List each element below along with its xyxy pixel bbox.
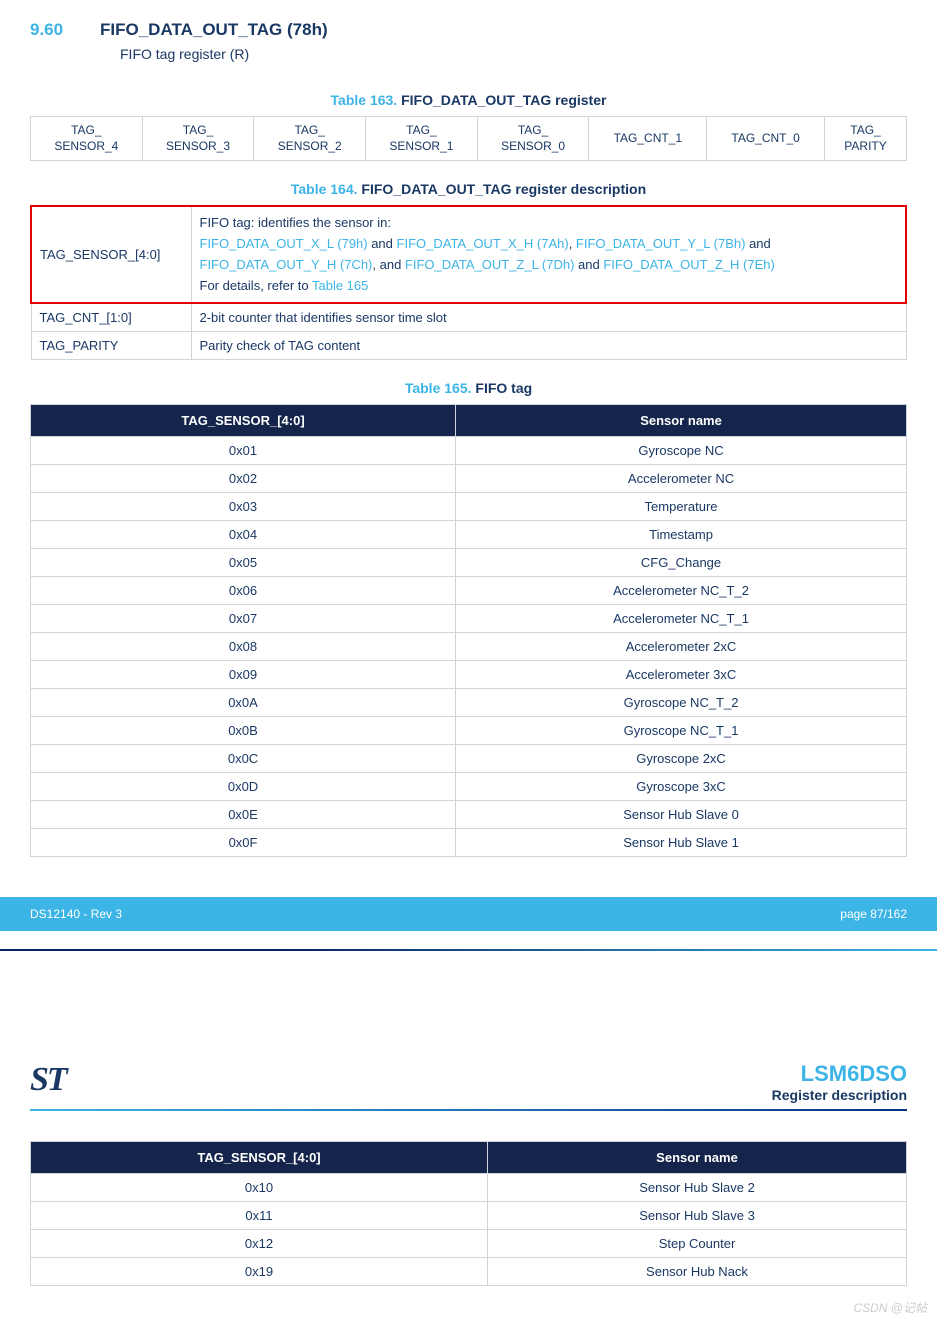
table165-caption: Table 165. FIFO tag bbox=[30, 380, 907, 396]
table163: TAG_SENSOR_4TAG_SENSOR_3TAG_SENSOR_2TAG_… bbox=[30, 116, 907, 161]
field-desc: FIFO tag: identifies the sensor in:FIFO_… bbox=[191, 206, 906, 303]
bit-cell: TAG_PARITY bbox=[825, 117, 907, 161]
table-title: FIFO_DATA_OUT_TAG register bbox=[401, 92, 606, 108]
table-cell: Sensor Hub Slave 2 bbox=[488, 1174, 907, 1202]
table-title: FIFO tag bbox=[475, 380, 532, 396]
table165-cont: TAG_SENSOR_[4:0] Sensor name 0x10Sensor … bbox=[30, 1141, 907, 1286]
table-cell: Sensor Hub Slave 0 bbox=[456, 801, 907, 829]
table-ref: Table 163. bbox=[331, 92, 398, 108]
table-cell: Sensor Hub Slave 3 bbox=[488, 1202, 907, 1230]
table165: TAG_SENSOR_[4:0] Sensor name 0x01Gyrosco… bbox=[30, 404, 907, 857]
bit-cell: TAG_SENSOR_2 bbox=[254, 117, 366, 161]
section-number: 9.60 bbox=[30, 20, 80, 40]
bit-cell: TAG_SENSOR_0 bbox=[477, 117, 589, 161]
table-cell: 0x0A bbox=[31, 689, 456, 717]
section-subtitle: FIFO tag register (R) bbox=[120, 46, 907, 62]
bit-cell: TAG_SENSOR_4 bbox=[31, 117, 143, 161]
col-header: Sensor name bbox=[488, 1142, 907, 1174]
table-cell: Accelerometer NC_T_1 bbox=[456, 605, 907, 633]
table-cell: 0x0D bbox=[31, 773, 456, 801]
table-cell: 0x12 bbox=[31, 1230, 488, 1258]
table-cell: Accelerometer 2xC bbox=[456, 633, 907, 661]
table-cell: Timestamp bbox=[456, 521, 907, 549]
col-header: Sensor name bbox=[456, 405, 907, 437]
table164: TAG_SENSOR_[4:0]FIFO tag: identifies the… bbox=[30, 205, 907, 360]
table-cell: 0x11 bbox=[31, 1202, 488, 1230]
table-cell: 0x05 bbox=[31, 549, 456, 577]
section-header: 9.60 FIFO_DATA_OUT_TAG (78h) bbox=[30, 20, 907, 40]
table-cell: Step Counter bbox=[488, 1230, 907, 1258]
table-title: FIFO_DATA_OUT_TAG register description bbox=[361, 181, 646, 197]
table-cell: 0x02 bbox=[31, 465, 456, 493]
doc-title: LSM6DSO bbox=[772, 1061, 907, 1087]
footer-doc-rev: DS12140 - Rev 3 bbox=[30, 907, 122, 921]
table-cell: 0x19 bbox=[31, 1258, 488, 1286]
table-cell: Gyroscope 2xC bbox=[456, 745, 907, 773]
table-cell: CFG_Change bbox=[456, 549, 907, 577]
watermark: CSDN @记帖 bbox=[853, 1299, 927, 1316]
table163-caption: Table 163. FIFO_DATA_OUT_TAG register bbox=[30, 92, 907, 108]
field-name: TAG_CNT_[1:0] bbox=[31, 303, 191, 332]
table-cell: 0x10 bbox=[31, 1174, 488, 1202]
page-footer: DS12140 - Rev 3 page 87/162 bbox=[0, 897, 937, 931]
doc-subtitle: Register description bbox=[772, 1087, 907, 1103]
table-cell: 0x01 bbox=[31, 437, 456, 465]
col-header: TAG_SENSOR_[4:0] bbox=[31, 1142, 488, 1174]
header-line bbox=[30, 1109, 907, 1111]
table-cell: Gyroscope NC bbox=[456, 437, 907, 465]
table-cell: 0x04 bbox=[31, 521, 456, 549]
section-title: FIFO_DATA_OUT_TAG (78h) bbox=[100, 20, 328, 40]
bit-cell: TAG_SENSOR_1 bbox=[366, 117, 478, 161]
field-desc: 2-bit counter that identifies sensor tim… bbox=[191, 303, 906, 332]
field-name: TAG_PARITY bbox=[31, 332, 191, 360]
field-name: TAG_SENSOR_[4:0] bbox=[31, 206, 191, 303]
table-cell: 0x0F bbox=[31, 829, 456, 857]
table-cell: Accelerometer 3xC bbox=[456, 661, 907, 689]
table-cell: Gyroscope NC_T_1 bbox=[456, 717, 907, 745]
st-logo: ST bbox=[30, 1061, 66, 1099]
doc-meta: LSM6DSO Register description bbox=[772, 1061, 907, 1103]
next-page-header: ST LSM6DSO Register description bbox=[0, 1051, 937, 1103]
table-cell: Temperature bbox=[456, 493, 907, 521]
footer-page-num: page 87/162 bbox=[840, 907, 907, 921]
col-header: TAG_SENSOR_[4:0] bbox=[31, 405, 456, 437]
table-cell: 0x0C bbox=[31, 745, 456, 773]
table-cell: Sensor Hub Nack bbox=[488, 1258, 907, 1286]
page-break bbox=[0, 951, 937, 1051]
table-ref: Table 165. bbox=[405, 380, 472, 396]
bit-cell: TAG_CNT_0 bbox=[707, 117, 825, 161]
table-cell: 0x03 bbox=[31, 493, 456, 521]
table-cell: 0x09 bbox=[31, 661, 456, 689]
table-cell: 0x08 bbox=[31, 633, 456, 661]
table-cell: 0x06 bbox=[31, 577, 456, 605]
table-cell: 0x07 bbox=[31, 605, 456, 633]
table-cell: 0x0E bbox=[31, 801, 456, 829]
table-cell: Accelerometer NC bbox=[456, 465, 907, 493]
table-cell: Sensor Hub Slave 1 bbox=[456, 829, 907, 857]
table-cell: 0x0B bbox=[31, 717, 456, 745]
bit-cell: TAG_SENSOR_3 bbox=[142, 117, 254, 161]
table-cell: Gyroscope 3xC bbox=[456, 773, 907, 801]
table-cell: Gyroscope NC_T_2 bbox=[456, 689, 907, 717]
table-ref: Table 164. bbox=[291, 181, 358, 197]
table164-caption: Table 164. FIFO_DATA_OUT_TAG register de… bbox=[30, 181, 907, 197]
field-desc: Parity check of TAG content bbox=[191, 332, 906, 360]
table-cell: Accelerometer NC_T_2 bbox=[456, 577, 907, 605]
bit-cell: TAG_CNT_1 bbox=[589, 117, 707, 161]
